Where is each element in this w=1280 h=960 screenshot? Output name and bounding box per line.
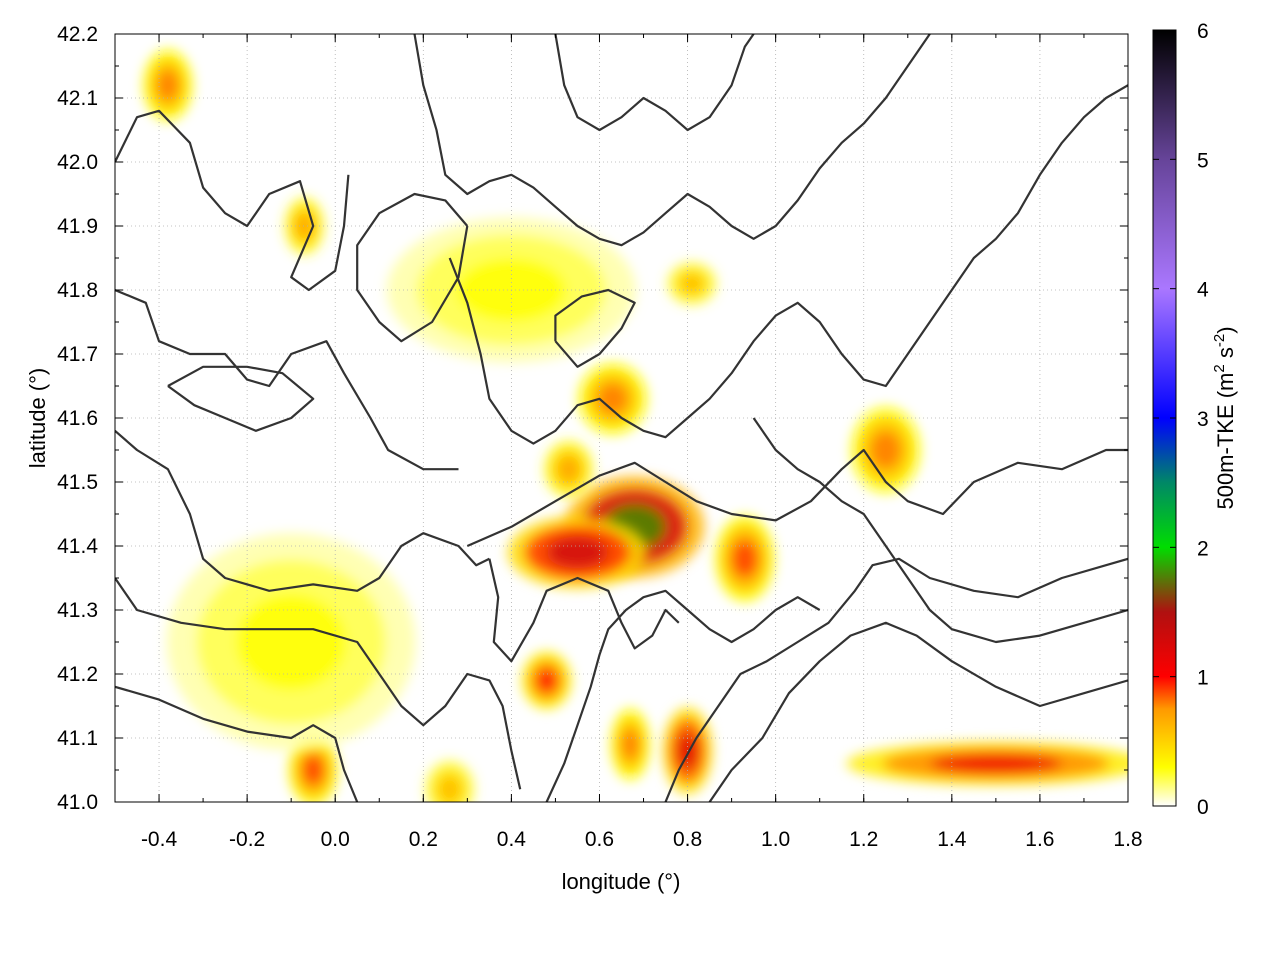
colorbar-tick-label: 1 <box>1197 667 1209 690</box>
colorbar-title: 500m-TKE (m2 s-2) <box>1211 326 1238 509</box>
contour-line <box>554 34 755 132</box>
y-tick-label: 41.8 <box>57 279 98 302</box>
tke-blob-ring <box>621 728 640 761</box>
tke-blob <box>850 406 921 494</box>
tke-blob <box>288 733 339 802</box>
x-tick-label: 1.2 <box>849 828 878 851</box>
contour-line <box>115 288 459 471</box>
x-tick-label: 0.4 <box>497 828 527 851</box>
terrain-contours <box>115 34 1128 802</box>
x-tick-label: 1.8 <box>1113 828 1142 851</box>
tke-field-layer <box>142 49 1128 802</box>
colorbar-tick-label: 4 <box>1197 279 1209 302</box>
tke-blob <box>284 197 325 255</box>
x-tick-label: 0.0 <box>321 828 350 851</box>
colorbar-tick-label: 5 <box>1197 149 1209 172</box>
contour-line <box>167 365 315 432</box>
x-tick-label: -0.4 <box>141 828 178 851</box>
contour-line <box>708 621 1128 802</box>
tke-blob-ring <box>597 382 629 415</box>
tke-blob-ring <box>535 667 558 694</box>
tke-blob-ring <box>870 430 902 470</box>
tke-blob <box>142 49 193 122</box>
x-tick-label: 0.8 <box>673 828 702 851</box>
contour-line <box>554 288 636 368</box>
contour-line <box>448 84 1128 445</box>
contour-line <box>413 34 931 247</box>
contour-line <box>752 417 1128 644</box>
contour-line <box>664 557 1128 802</box>
y-tick-label: 42.0 <box>57 151 98 174</box>
contour-line <box>115 109 350 292</box>
colorbar-tick-label: 0 <box>1197 796 1209 819</box>
x-tick-label: 1.6 <box>1025 828 1054 851</box>
colorbar-ticks: 0 1 2 3 4 5 6 <box>1153 20 1209 819</box>
tke-blob-ring <box>731 539 759 578</box>
tke-blob-ring <box>546 536 609 569</box>
tke-blob <box>714 515 775 603</box>
tke-blob <box>424 760 475 802</box>
tke-blob <box>166 533 416 751</box>
y-tick-label: 41.0 <box>57 791 98 814</box>
contour-line <box>115 577 522 790</box>
colorbar: 0 1 2 3 4 5 6 500m-TKE (m2 s-2) <box>1152 20 1238 819</box>
colorbar-tick-label: 3 <box>1197 408 1209 431</box>
y-tick-label: 41.3 <box>57 599 98 622</box>
y-tick-label: 41.6 <box>57 407 98 430</box>
colorbar-tick-label: 6 <box>1197 20 1209 43</box>
tke-blob-ring <box>302 754 325 786</box>
tke-blob <box>507 516 648 589</box>
tke-blob-ring <box>236 594 347 690</box>
contour-line <box>356 192 469 343</box>
x-tick-label: 1.4 <box>937 828 967 851</box>
contour-line <box>466 448 1128 548</box>
tke-blob <box>521 651 572 710</box>
colorbar-gradient <box>1153 30 1176 806</box>
tke-blob <box>667 261 717 306</box>
tke-blob <box>577 362 648 435</box>
y-axis: 41.0 41.1 41.2 41.3 41.4 41.5 41.6 41.7 41.8 41.9… <box>57 23 1128 814</box>
x-tick-label: 0.2 <box>409 828 438 851</box>
tke-blob <box>846 741 1128 786</box>
y-tick-label: 41.2 <box>57 663 98 686</box>
tke-blob <box>543 440 594 499</box>
x-tick-label: 1.0 <box>761 828 790 851</box>
y-axis-title: latitude (°) <box>25 368 50 469</box>
x-tick-label: -0.2 <box>229 828 265 851</box>
tke-blob-ring <box>929 754 1062 774</box>
y-tick-label: 41.5 <box>57 471 98 494</box>
tke-blob-ring <box>156 69 179 102</box>
y-tick-label: 42.1 <box>57 87 98 110</box>
y-tick-label: 41.9 <box>57 215 98 238</box>
contour-line <box>115 685 359 802</box>
tke-blob-ring <box>557 456 580 483</box>
y-tick-label: 41.1 <box>57 727 98 750</box>
x-tick-label: 0.6 <box>585 828 614 851</box>
contour-line <box>545 589 821 802</box>
x-axis: -0.4 -0.2 0.0 0.2 0.4 0.6 0.8 1.0 1.2 1.4 1.6 1.8 <box>114 34 1143 851</box>
y-tick-label: 42.2 <box>57 23 98 46</box>
plot-area <box>114 33 1129 803</box>
y-tick-label: 41.4 <box>57 535 98 558</box>
x-axis-title: longitude (°) <box>562 869 681 894</box>
y-tick-label: 41.7 <box>57 343 98 366</box>
tke-blob-ring <box>680 274 703 294</box>
tke-blob-ring <box>295 213 314 239</box>
colorbar-tick-label: 2 <box>1197 537 1209 560</box>
contour-line <box>488 558 680 663</box>
tke-blob-ring <box>438 776 461 802</box>
contour-line <box>115 429 490 592</box>
grid-lines <box>115 34 1128 802</box>
tke-blob <box>610 708 651 781</box>
